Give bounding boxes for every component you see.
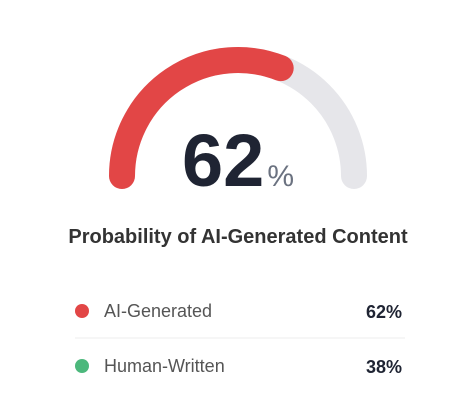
- gauge-arc: [109, 47, 294, 189]
- legend-swatch: [75, 359, 89, 373]
- legend-label: Human-Written: [104, 356, 225, 376]
- legend-value: 38%: [366, 357, 402, 377]
- legend-swatch: [75, 304, 89, 318]
- legend-value: 62%: [366, 302, 402, 322]
- center-unit: %: [267, 160, 294, 193]
- center-value: 62: [182, 119, 264, 202]
- chart-title: Probability of AI-Generated Content: [68, 226, 408, 248]
- legend-label: AI-Generated: [104, 301, 212, 321]
